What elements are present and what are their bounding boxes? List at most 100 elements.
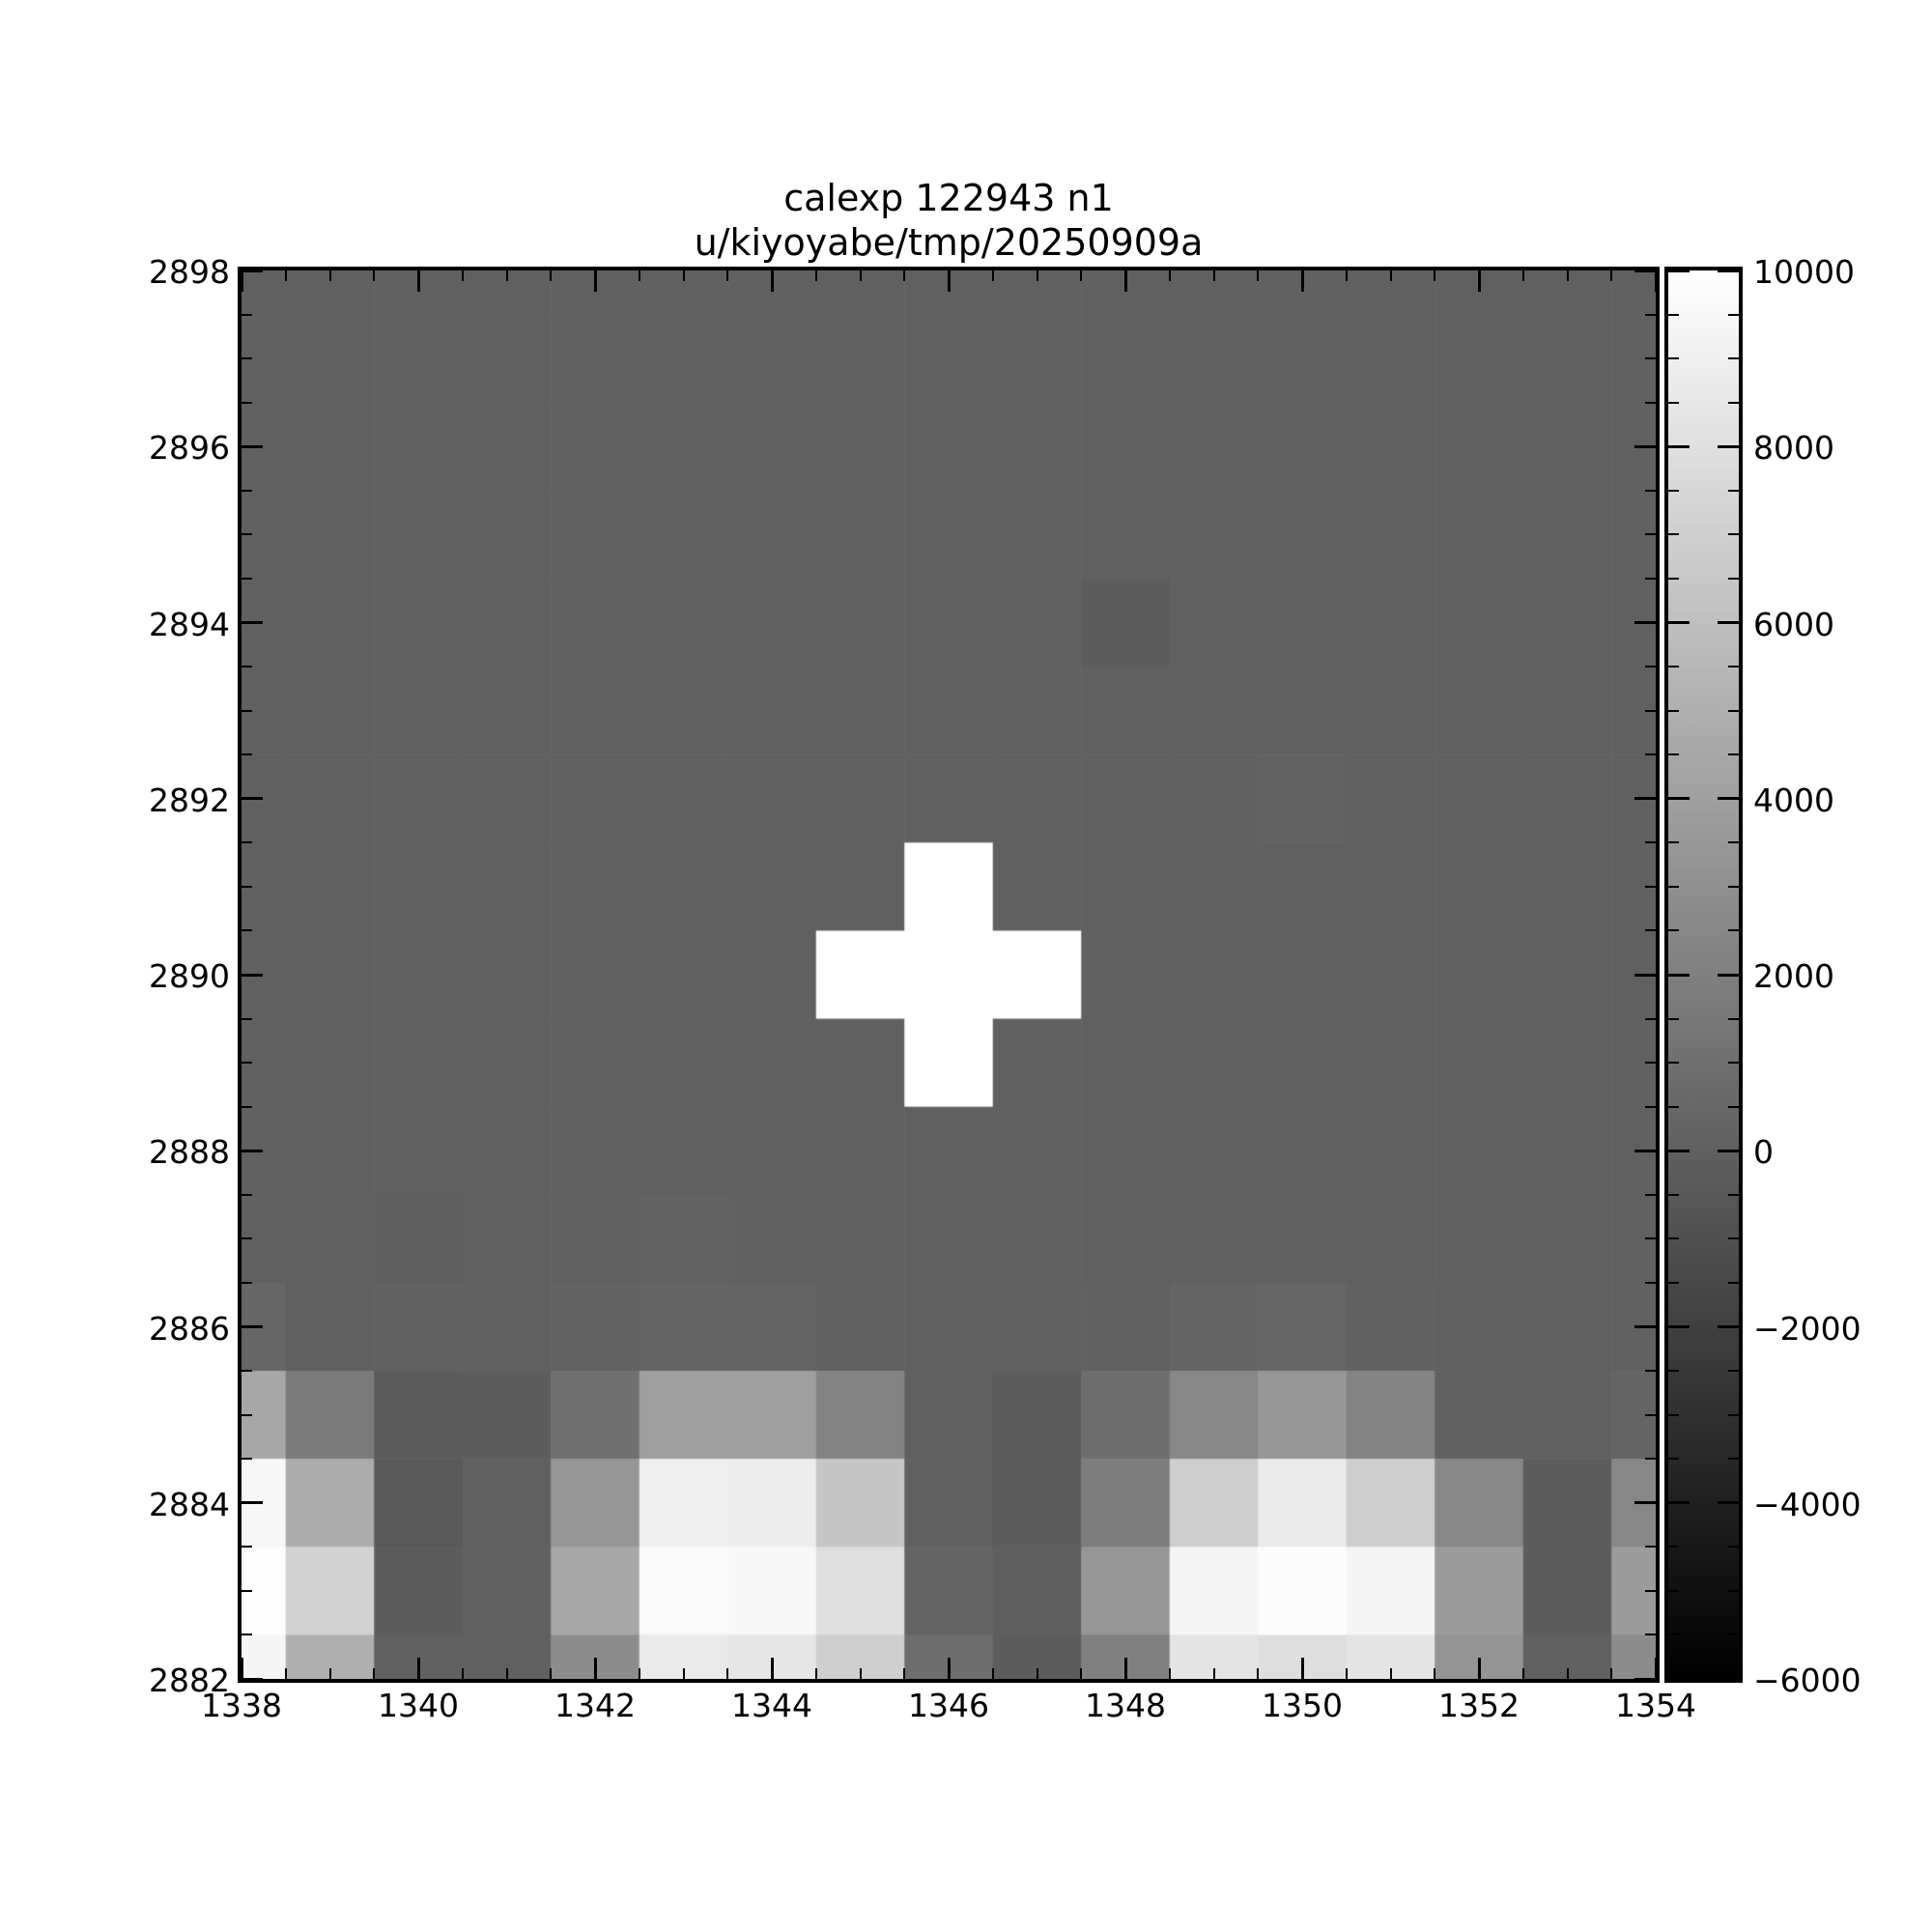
colorbar-minor-tick-left bbox=[1668, 1634, 1679, 1636]
x-axis-minor-tick-top bbox=[373, 270, 376, 281]
y-axis-minor-tick-right bbox=[1645, 1017, 1656, 1020]
colorbar-minor-tick bbox=[1728, 533, 1739, 536]
y-axis-minor-tick-right bbox=[1645, 489, 1656, 492]
x-axis-minor-tick bbox=[638, 1668, 640, 1679]
y-axis-major-tick-right bbox=[1634, 269, 1656, 272]
colorbar-minor-tick-left bbox=[1668, 401, 1679, 404]
colorbar-minor-tick-left bbox=[1668, 357, 1679, 360]
colorbar-minor-tick-left bbox=[1668, 753, 1679, 756]
x-axis-minor-tick bbox=[1434, 1668, 1436, 1679]
y-axis-minor-tick bbox=[242, 1634, 252, 1636]
x-axis-major-tick bbox=[947, 1658, 951, 1679]
y-axis-minor-tick-right bbox=[1645, 1105, 1656, 1108]
x-axis-minor-tick bbox=[550, 1668, 553, 1679]
colorbar-minor-tick bbox=[1728, 1062, 1739, 1065]
y-axis-major-tick bbox=[242, 621, 263, 624]
y-axis-minor-tick-right bbox=[1645, 1413, 1656, 1416]
x-axis-major-tick bbox=[1300, 1658, 1304, 1679]
x-axis-minor-tick-top bbox=[1168, 270, 1171, 281]
colorbar-minor-tick-left bbox=[1668, 666, 1679, 668]
x-axis-minor-tick bbox=[461, 1668, 464, 1679]
x-tick-label: 1352 bbox=[1438, 1687, 1520, 1724]
y-axis-minor-tick bbox=[242, 1062, 252, 1065]
y-tick-label: 2884 bbox=[149, 1485, 230, 1523]
y-axis-minor-tick-right bbox=[1645, 1458, 1656, 1461]
colorbar-minor-tick-left bbox=[1668, 1062, 1679, 1065]
colorbar-major-tick bbox=[1718, 1677, 1739, 1681]
y-tick-label: 2882 bbox=[149, 1662, 230, 1700]
y-axis-minor-tick bbox=[242, 1237, 252, 1240]
colorbar-minor-tick-left bbox=[1668, 1370, 1679, 1373]
y-tick-label: 2898 bbox=[149, 253, 230, 292]
colorbar-minor-tick-left bbox=[1668, 1237, 1679, 1240]
x-axis-minor-tick bbox=[682, 1668, 685, 1679]
y-axis-minor-tick-right bbox=[1645, 1589, 1656, 1592]
y-tick-label: 2886 bbox=[149, 1309, 230, 1348]
x-axis-minor-tick-top bbox=[682, 270, 685, 281]
colorbar-major-tick-left bbox=[1668, 973, 1690, 977]
colorbar-major-tick bbox=[1718, 1501, 1739, 1505]
colorbar-minor-tick-left bbox=[1668, 1413, 1679, 1416]
y-axis-minor-tick-right bbox=[1645, 929, 1656, 932]
x-axis-minor-tick bbox=[814, 1668, 817, 1679]
colorbar-major-tick-left bbox=[1668, 1325, 1690, 1328]
colorbar-minor-tick bbox=[1728, 1017, 1739, 1020]
x-axis-minor-tick bbox=[1212, 1668, 1215, 1679]
y-axis-major-tick bbox=[242, 1149, 263, 1152]
colorbar-minor-tick-left bbox=[1668, 709, 1679, 712]
colorbar-minor-tick-left bbox=[1668, 885, 1679, 888]
x-axis-minor-tick bbox=[1389, 1668, 1392, 1679]
y-axis-minor-tick bbox=[242, 313, 252, 316]
colorbar-minor-tick bbox=[1728, 753, 1739, 756]
x-axis-minor-tick-top bbox=[991, 270, 994, 281]
x-axis-minor-tick bbox=[1036, 1668, 1038, 1679]
x-axis-minor-tick-top bbox=[1434, 270, 1436, 281]
colorbar-minor-tick-left bbox=[1668, 1193, 1679, 1196]
colorbar-minor-tick-left bbox=[1668, 841, 1679, 844]
colorbar-tick-label: 6000 bbox=[1753, 605, 1834, 643]
y-axis-minor-tick bbox=[242, 1281, 252, 1284]
colorbar-minor-tick bbox=[1728, 1589, 1739, 1592]
y-axis-minor-tick-right bbox=[1645, 753, 1656, 756]
y-axis-major-tick bbox=[242, 1501, 263, 1505]
y-tick-label: 2888 bbox=[149, 1133, 230, 1172]
y-axis-major-tick bbox=[242, 444, 263, 448]
y-axis-minor-tick bbox=[242, 489, 252, 492]
x-axis-minor-tick bbox=[1566, 1668, 1569, 1679]
colorbar-tick-label: 0 bbox=[1753, 1133, 1774, 1172]
y-axis-minor-tick bbox=[242, 885, 252, 888]
y-axis-minor-tick bbox=[242, 401, 252, 404]
y-axis-major-tick-right bbox=[1634, 1677, 1656, 1681]
x-axis-major-tick-top bbox=[593, 270, 597, 292]
y-axis-minor-tick bbox=[242, 357, 252, 360]
colorbar-minor-tick-left bbox=[1668, 577, 1679, 580]
y-axis-minor-tick-right bbox=[1645, 841, 1656, 844]
colorbar-major-tick bbox=[1718, 444, 1739, 448]
x-axis-minor-tick bbox=[1168, 1668, 1171, 1679]
x-axis-minor-tick-top bbox=[550, 270, 553, 281]
x-axis-major-tick-top bbox=[1300, 270, 1304, 292]
x-tick-label: 1342 bbox=[554, 1687, 636, 1724]
x-tick-label: 1340 bbox=[378, 1687, 459, 1724]
colorbar-minor-tick bbox=[1728, 357, 1739, 360]
y-tick-label: 2894 bbox=[149, 605, 230, 643]
colorbar-tick-label: 10000 bbox=[1753, 253, 1855, 292]
colorbar-major-tick-left bbox=[1668, 1149, 1690, 1152]
y-axis-minor-tick-right bbox=[1645, 666, 1656, 668]
x-axis-minor-tick bbox=[1080, 1668, 1083, 1679]
colorbar-major-tick bbox=[1718, 621, 1739, 624]
x-axis-minor-tick-top bbox=[284, 270, 287, 281]
y-axis-minor-tick bbox=[242, 1458, 252, 1461]
x-axis-major-tick-top bbox=[770, 270, 774, 292]
x-axis-major-tick-top bbox=[1477, 270, 1481, 292]
y-axis-minor-tick-right bbox=[1645, 709, 1656, 712]
plot-title: calexp 122943 n1 bbox=[783, 177, 1114, 219]
y-axis-major-tick bbox=[242, 269, 263, 272]
y-axis-minor-tick bbox=[242, 666, 252, 668]
colorbar-minor-tick bbox=[1728, 1634, 1739, 1636]
colorbar-major-tick-left bbox=[1668, 1677, 1690, 1681]
y-axis-minor-tick-right bbox=[1645, 1634, 1656, 1636]
colorbar-minor-tick bbox=[1728, 1105, 1739, 1108]
colorbar-tick-label: −4000 bbox=[1753, 1485, 1861, 1523]
